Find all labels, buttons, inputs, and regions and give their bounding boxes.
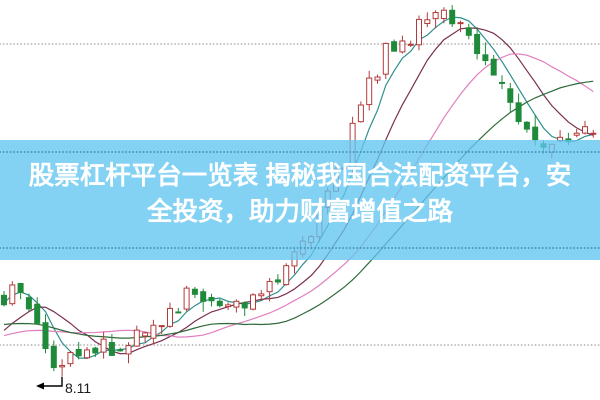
svg-text:8.11: 8.11	[65, 380, 91, 396]
